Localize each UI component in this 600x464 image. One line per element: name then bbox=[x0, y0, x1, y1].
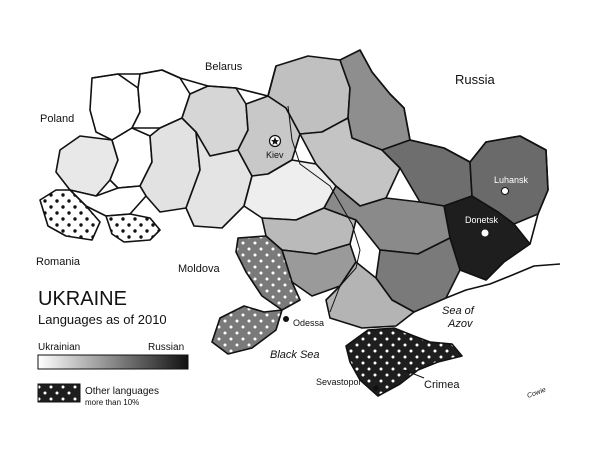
dnieper-river bbox=[287, 105, 361, 313]
region-chernivtsi bbox=[105, 213, 161, 243]
label-crimea: Crimea bbox=[424, 379, 460, 391]
region-crimea bbox=[345, 327, 463, 397]
legend-other-swatch bbox=[37, 383, 81, 403]
region-odessa-south bbox=[211, 305, 283, 355]
label-azov: Azov bbox=[447, 318, 474, 330]
label-poland: Poland bbox=[40, 113, 74, 125]
legend-ukrainian-label: Ukrainian bbox=[38, 342, 80, 353]
region-ivano-frankivsk bbox=[69, 185, 147, 217]
label-donetsk: Donetsk bbox=[465, 215, 499, 225]
map-title: UKRAINE bbox=[38, 288, 127, 310]
artist-signature: Cowie bbox=[526, 387, 547, 400]
legend-other-label: Other languages bbox=[85, 386, 159, 397]
label-black-sea: Black Sea bbox=[270, 349, 320, 361]
sevastopol-dot bbox=[373, 385, 379, 391]
region-kherson bbox=[325, 261, 415, 329]
label-russia: Russia bbox=[455, 72, 496, 87]
label-romania: Romania bbox=[36, 256, 81, 268]
label-sevastopol: Sevastopol bbox=[316, 377, 361, 387]
label-moldova: Moldova bbox=[178, 263, 220, 275]
label-luhansk: Luhansk bbox=[494, 175, 529, 185]
donetsk-dot bbox=[481, 229, 489, 237]
russia-border bbox=[359, 49, 549, 245]
azov-coastline bbox=[445, 263, 561, 299]
region-odessa-north bbox=[235, 235, 301, 311]
kiev-star-icon bbox=[268, 134, 282, 148]
label-belarus: Belarus bbox=[205, 61, 243, 73]
map-subtitle: Languages as of 2010 bbox=[38, 312, 167, 327]
region-vinnytsia bbox=[185, 131, 253, 229]
region-zakarpattia bbox=[39, 189, 101, 241]
label-sea-of: Sea of bbox=[442, 305, 475, 317]
region-dnipropetrovsk bbox=[323, 185, 451, 255]
legend-gradient-bar bbox=[37, 354, 189, 370]
region-lviv bbox=[55, 135, 119, 197]
crimea-leader-line bbox=[403, 369, 425, 379]
luhansk-dot bbox=[501, 187, 509, 195]
belarus-border bbox=[91, 65, 277, 97]
label-kiev: Kiev bbox=[266, 150, 284, 160]
label-odessa: Odessa bbox=[293, 318, 324, 328]
odessa-dot bbox=[283, 316, 289, 322]
legend-other-note: more than 10% bbox=[85, 398, 139, 407]
legend-russian-label: Russian bbox=[148, 342, 184, 353]
